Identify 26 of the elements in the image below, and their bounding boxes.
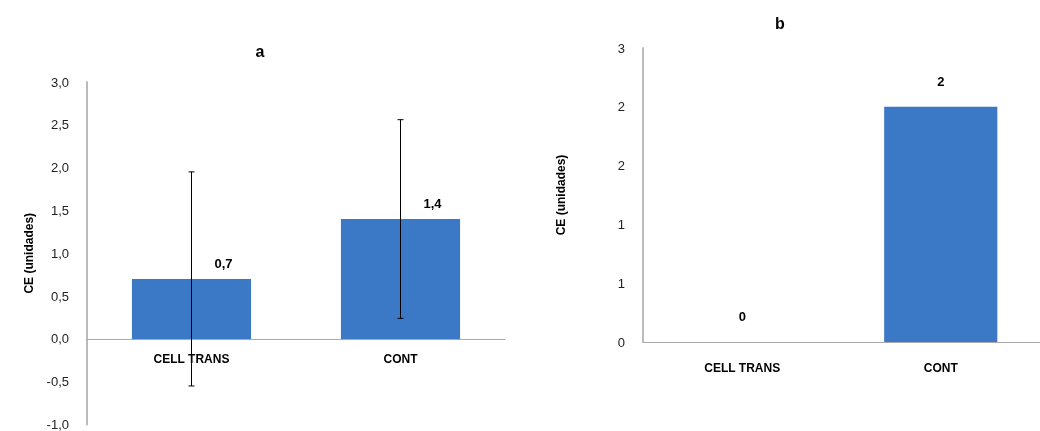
y-tick-label: 2,5 <box>50 117 69 133</box>
y-tick-label: 3,0 <box>50 74 69 90</box>
y-tick-label: 1,5 <box>50 202 69 218</box>
y-tick-label: 0,0 <box>50 331 69 347</box>
y-tick-label: 3 <box>617 40 625 56</box>
y-tick-label: 1 <box>617 275 625 291</box>
y-tick-label: 2 <box>617 99 625 115</box>
y-tick-label: -0,5 <box>46 374 69 390</box>
data-label: 0 <box>738 309 746 324</box>
y-tick-label: 0,5 <box>50 288 69 304</box>
data-label: 2 <box>937 73 945 89</box>
data-label: 0,7 <box>214 255 233 271</box>
y-tick-label: 2 <box>617 158 625 174</box>
y-tick-label: 2,0 <box>50 160 69 176</box>
chart-title: b <box>775 14 786 32</box>
y-tick-label: 1,0 <box>50 245 69 261</box>
y-axis-title: CE (unidades) <box>554 154 568 236</box>
x-tick-label: CELL TRANS <box>704 361 781 375</box>
x-tick-label: CONT <box>383 351 419 366</box>
chart-title: a <box>255 42 265 60</box>
y-tick-label: 1 <box>617 216 625 232</box>
data-label: 1,4 <box>423 196 443 211</box>
x-tick-label: CONT <box>923 361 959 375</box>
y-axis-title: CE (unidades) <box>22 212 36 294</box>
y-tick-label: 0 <box>617 334 625 350</box>
y-tick-label: -1,0 <box>46 417 69 431</box>
